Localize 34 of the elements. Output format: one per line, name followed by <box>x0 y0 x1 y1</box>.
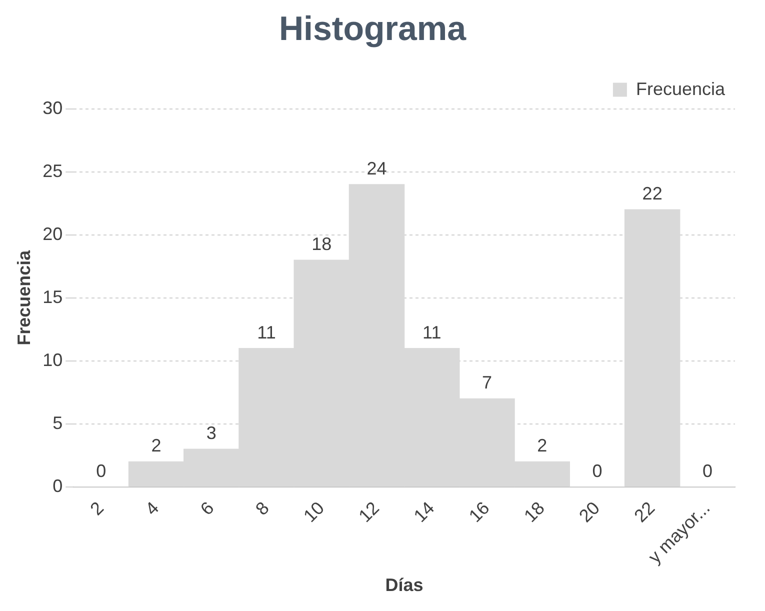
x-tick-label: 22 <box>630 498 659 526</box>
x-tick-label: 18 <box>520 498 548 526</box>
x-tick-label: 2 <box>86 498 108 520</box>
data-label: 22 <box>642 184 662 204</box>
data-label: 3 <box>206 423 216 444</box>
y-tick-label: 30 <box>42 98 63 118</box>
y-tick-label: 0 <box>52 476 63 496</box>
data-label: 11 <box>257 322 276 342</box>
data-label: 2 <box>151 436 162 456</box>
data-label: 11 <box>422 322 442 342</box>
x-tick-label: 10 <box>300 498 328 526</box>
data-label: 2 <box>537 436 548 456</box>
data-label: 0 <box>96 460 106 481</box>
x-tick-label: 12 <box>354 498 384 526</box>
x-tick-label: 4 <box>141 498 163 520</box>
x-tick-label: 20 <box>575 498 604 526</box>
data-label: 0 <box>592 460 602 481</box>
data-label: 7 <box>482 372 492 393</box>
y-tick-label: 15 <box>42 286 63 307</box>
data-label: 18 <box>312 234 332 254</box>
legend-label: Frecuencia <box>636 78 726 99</box>
x-tick-label: 14 <box>410 498 438 526</box>
x-tick-label: 6 <box>196 498 218 520</box>
x-tick-label: 8 <box>252 498 273 520</box>
data-label: 0 <box>702 460 712 481</box>
y-tick-label: 5 <box>52 412 63 433</box>
y-axis-title: Frecuencia <box>14 249 34 346</box>
chart-title: Histograma <box>278 10 468 48</box>
y-tick-label: 20 <box>42 224 63 244</box>
x-tick-label: 16 <box>465 498 494 526</box>
y-tick-label: 10 <box>42 350 63 370</box>
data-label: 24 <box>366 158 387 178</box>
y-tick-label: 25 <box>42 160 63 181</box>
x-axis-title: Días <box>385 575 424 596</box>
